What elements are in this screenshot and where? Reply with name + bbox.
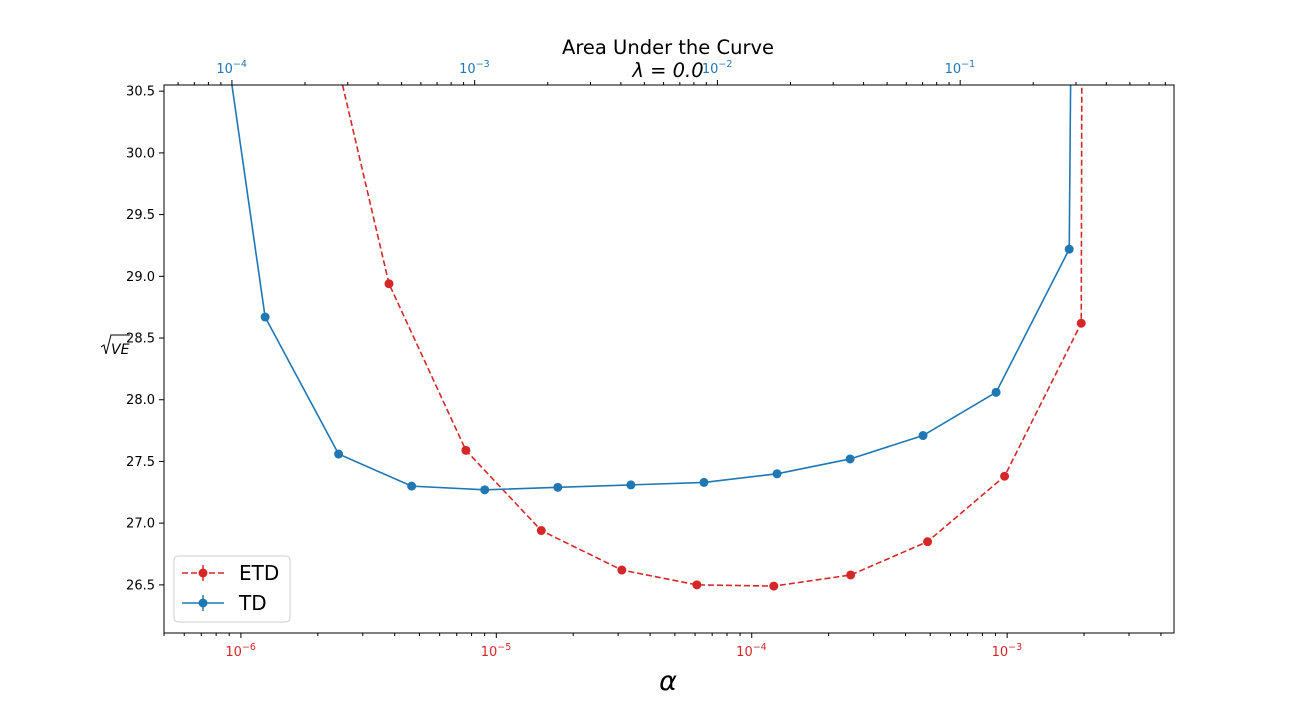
x-tick-base: 10	[459, 62, 476, 77]
x-tick-exponent: −3	[1008, 642, 1022, 653]
y-tick-label: 29.0	[126, 270, 155, 285]
series-etd-point	[692, 580, 702, 590]
x-tick-base: 10	[702, 62, 719, 77]
x-tick-base: 10	[225, 645, 242, 660]
x-tick-base: 10	[736, 645, 753, 660]
y-tick-label: 27.0	[126, 517, 155, 532]
series-td-point	[699, 477, 709, 487]
x-tick-exponent: −2	[718, 59, 732, 70]
y-tick-label: 28.0	[126, 393, 155, 408]
series-td-point	[260, 312, 270, 322]
series-td-point	[626, 480, 636, 490]
y-tick-label: 30.5	[126, 85, 155, 100]
series-td-point	[1064, 244, 1074, 254]
x-top-tick-label: 10 −3	[459, 59, 490, 77]
x-tick-exponent: −4	[753, 642, 767, 653]
x-tick-exponent: −1	[961, 59, 975, 70]
x-top-tick-label: 10 −2	[702, 59, 733, 77]
series-etd-point	[846, 570, 856, 580]
x-tick-exponent: −4	[233, 59, 247, 70]
sqrt-symbol	[100, 334, 130, 355]
legend: ETD TD	[173, 555, 291, 623]
x-axis-label: α	[659, 666, 677, 697]
x-bottom-tick-label: 10 −4	[736, 642, 767, 660]
y-tick-label: 29.5	[126, 208, 155, 223]
x-bottom-tick-label: 10 −5	[481, 642, 512, 660]
x-tick-exponent: −3	[476, 59, 490, 70]
series-etd-line	[341, 85, 1083, 587]
chart-subtitle: λ = 0.0	[631, 59, 703, 82]
series-etd-point	[461, 445, 471, 455]
series-td-point	[845, 454, 855, 464]
y-axis-label-text: VE	[111, 342, 130, 358]
legend-td-label: TD	[238, 591, 267, 615]
axes-layer: 26.527.027.528.028.529.029.530.030.510 −6…	[126, 59, 1175, 660]
legend-item-etd: ETD	[182, 561, 279, 585]
series-td-point	[772, 469, 782, 479]
x-top-tick-label: 10 −4	[216, 59, 247, 77]
x-tick-base: 10	[992, 645, 1009, 660]
series-td-point	[334, 449, 344, 459]
x-bottom-tick-label: 10 −3	[992, 642, 1023, 660]
x-tick-exponent: −6	[242, 642, 256, 653]
series-etd-point	[617, 565, 627, 575]
series-td-point	[407, 481, 417, 491]
series-layer	[231, 85, 1086, 591]
legend-etd-label: ETD	[239, 561, 279, 585]
series-etd-point	[384, 279, 394, 289]
series-td-point	[480, 485, 490, 495]
legend-item-td: TD	[182, 591, 267, 615]
series-td-line	[231, 85, 1072, 491]
x-top-tick-label: 10 −1	[945, 59, 976, 77]
plot-frame	[163, 84, 1175, 634]
y-tick-label: 27.5	[126, 455, 155, 470]
legend-td-marker	[198, 598, 208, 608]
x-tick-base: 10	[945, 62, 962, 77]
y-tick-label: 26.5	[126, 578, 155, 593]
y-axis-label: VE	[100, 334, 130, 358]
y-tick-label: 30.0	[126, 146, 155, 161]
series-etd-point	[1000, 471, 1010, 481]
x-tick-base: 10	[216, 62, 233, 77]
y-tick-label: 28.5	[126, 332, 155, 347]
series-td-point	[991, 387, 1001, 397]
series-td-point	[918, 431, 928, 441]
series-etd-point	[1076, 318, 1086, 328]
chart-title: Area Under the Curve	[562, 36, 774, 59]
series-td-point	[553, 482, 563, 492]
series-etd-point	[536, 526, 546, 536]
legend-etd-marker	[198, 568, 208, 578]
series-etd-point	[923, 537, 933, 547]
x-tick-base: 10	[481, 645, 498, 660]
x-tick-exponent: −5	[497, 642, 511, 653]
x-bottom-tick-label: 10 −6	[225, 642, 256, 660]
series-etd-point	[769, 581, 779, 591]
